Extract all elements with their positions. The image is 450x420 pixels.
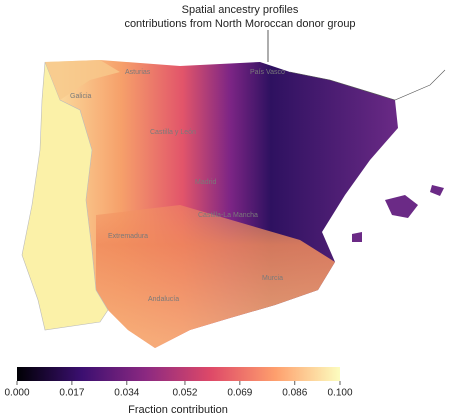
menorca (430, 185, 444, 196)
colorbar-label: Fraction contribution (128, 404, 228, 416)
region-label: Madrid (195, 179, 217, 186)
colorbar-tick-label: 0.000 (4, 388, 29, 399)
map-title: Spatial ancestry profiles (182, 4, 299, 16)
colorbar-tick-label: 0.034 (114, 388, 139, 399)
colorbar-ticks: 0.000 0.017 0.034 0.052 0.069 0.086 0.100 (4, 381, 353, 399)
colorbar-tick-label: 0.086 (282, 388, 307, 399)
france-border (289, 69, 446, 101)
colorbar-tick-label: 0.017 (59, 388, 84, 399)
colorbar-tick-label: 0.052 (172, 388, 197, 399)
region-label: Andalucía (148, 296, 179, 303)
region-label: País Vasco (250, 69, 285, 76)
mallorca (385, 195, 418, 218)
map-subtitle: contributions from North Moroccan donor … (124, 18, 355, 30)
region-label: Extremadura (108, 233, 148, 240)
region-label: Castilla y León (150, 129, 196, 136)
ibiza (352, 232, 362, 242)
region-label: Asturias (125, 69, 151, 76)
region-label: Murcia (262, 275, 283, 282)
region-label: Castilla-La Mancha (198, 212, 258, 219)
galicia-shade (45, 60, 120, 100)
colorbar-tick-label: 0.100 (327, 388, 352, 399)
colorbar (17, 367, 340, 381)
region-label: Galicia (70, 93, 92, 100)
portugal (21, 61, 109, 331)
spain-south-shade (96, 205, 335, 348)
colorbar-tick-label: 0.069 (227, 388, 252, 399)
